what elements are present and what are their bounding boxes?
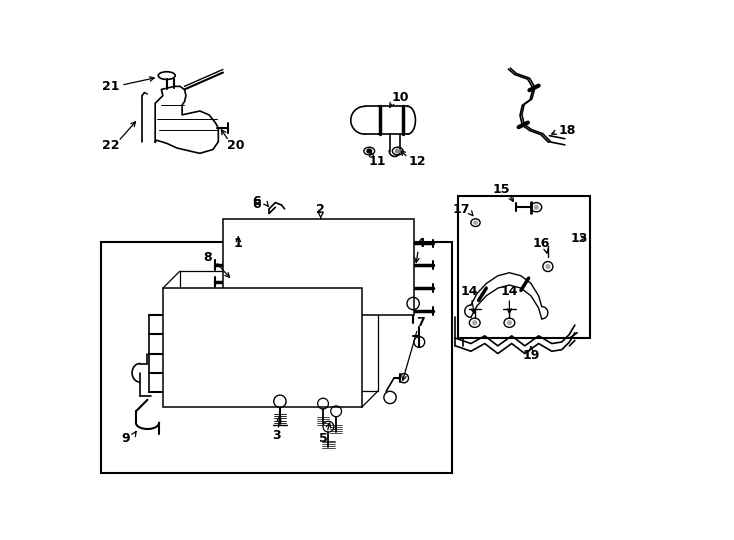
Text: 13: 13	[571, 232, 589, 245]
Text: 17: 17	[453, 203, 470, 216]
Text: 18: 18	[559, 124, 575, 137]
Text: 12: 12	[408, 154, 426, 167]
Text: 7: 7	[416, 316, 425, 329]
Text: 11: 11	[368, 154, 385, 167]
Text: 6: 6	[252, 198, 261, 212]
Text: 15: 15	[493, 183, 510, 196]
Text: 4: 4	[416, 237, 425, 250]
Text: 22: 22	[102, 139, 119, 152]
Text: 20: 20	[228, 139, 244, 152]
Bar	[101, 242, 451, 473]
Ellipse shape	[546, 265, 550, 268]
Text: 16: 16	[533, 237, 550, 250]
Text: 6: 6	[252, 195, 261, 208]
Text: 9: 9	[122, 432, 130, 445]
Text: 8: 8	[203, 251, 212, 264]
Ellipse shape	[396, 149, 400, 153]
Ellipse shape	[367, 149, 371, 153]
Text: 2: 2	[316, 203, 325, 216]
Text: 3: 3	[272, 429, 281, 442]
Text: 5: 5	[319, 432, 327, 445]
Text: 1: 1	[234, 237, 243, 250]
Text: 10: 10	[391, 91, 409, 104]
Bar	[458, 195, 590, 338]
Text: 14: 14	[501, 286, 518, 299]
Bar	[223, 219, 414, 315]
Ellipse shape	[473, 321, 476, 325]
Text: 19: 19	[523, 349, 539, 362]
Ellipse shape	[507, 321, 512, 325]
Text: 14: 14	[461, 286, 478, 299]
Ellipse shape	[534, 205, 538, 209]
Bar	[180, 271, 379, 390]
Text: 21: 21	[102, 80, 119, 93]
Ellipse shape	[473, 221, 477, 224]
Bar	[163, 288, 362, 408]
